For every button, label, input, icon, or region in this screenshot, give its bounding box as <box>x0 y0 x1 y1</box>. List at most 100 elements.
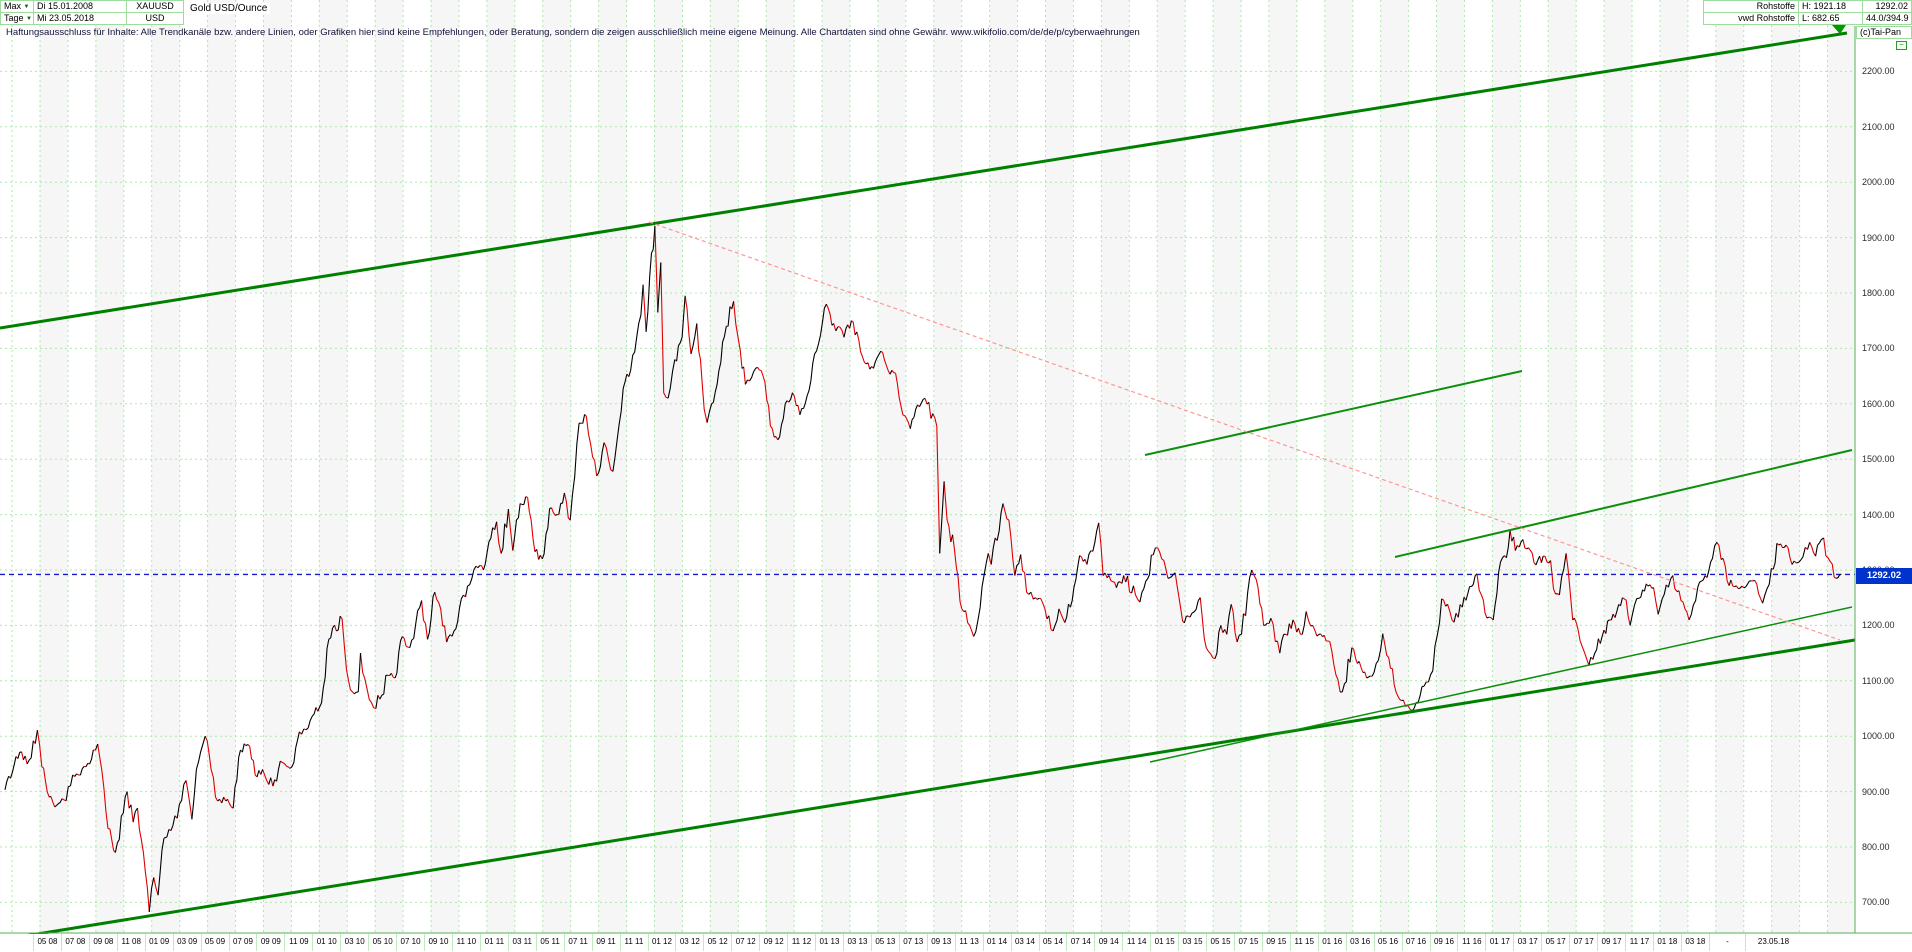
disclaimer-text: Haftungsausschluss für Inhalte: Alle Tre… <box>6 27 1140 38</box>
x-axis-label: 03 09 <box>172 934 201 951</box>
y-axis-label: 1000.00 <box>1862 731 1895 741</box>
x-axis-label: 11 13 <box>954 934 983 951</box>
end-date-cell: Mi 23.05.2018 <box>33 12 127 25</box>
copyright-cell: (c)Tai-Pan <box>1856 26 1912 39</box>
x-axis-label: 05 16 <box>1373 934 1402 951</box>
x-axis-label: 03 16 <box>1345 934 1374 951</box>
x-axis-label: 03 18 <box>1680 934 1709 951</box>
x-axis-label: 05 08 <box>33 934 61 951</box>
provider-cell: vwd Rohstoffe <box>1703 12 1799 25</box>
x-axis-label: 11 08 <box>116 934 145 951</box>
chevron-down-icon: ▼ <box>26 16 32 22</box>
period-dropdown[interactable]: Tage ▼ <box>0 12 34 25</box>
period-label: Tage <box>4 13 24 23</box>
x-axis-end-date: 23.05.18 <box>1745 934 1801 951</box>
x-axis-label: 07 17 <box>1569 934 1597 951</box>
x-axis-label: 01 17 <box>1485 934 1513 951</box>
x-axis-label: 07 16 <box>1401 934 1430 951</box>
y-axis-label: 700.00 <box>1862 897 1890 907</box>
x-axis-label: 09 16 <box>1429 934 1458 951</box>
y-axis-label: 900.00 <box>1862 787 1890 797</box>
x-axis-label: 05 09 <box>200 934 229 951</box>
y-axis-label: 1800.00 <box>1862 288 1895 298</box>
x-axis: 05 08 07 08 09 08 11 08 01 09 03 09 05 09 07 09… <box>0 934 1912 952</box>
x-axis-label: 07 12 <box>731 934 759 951</box>
x-axis-label: 09 17 <box>1597 934 1625 951</box>
x-axis-label: 05 11 <box>535 934 564 951</box>
y-axis-label: 1700.00 <box>1862 343 1895 353</box>
x-axis-label: 05 12 <box>703 934 731 951</box>
change-info-cell: 44.0/394.9 <box>1862 12 1912 25</box>
x-axis-label: 01 13 <box>815 934 843 951</box>
x-axis-label: 11 16 <box>1457 934 1485 951</box>
x-axis-label: 03 15 <box>1178 934 1206 951</box>
y-axis-label: 1200.00 <box>1862 620 1895 630</box>
main-channel-lower-line <box>0 638 1856 942</box>
x-axis-label: 09 13 <box>926 934 955 951</box>
x-axis-label: 05 13 <box>870 934 899 951</box>
y-axis-label: 800.00 <box>1862 842 1890 852</box>
y-axis-label: 2100.00 <box>1862 122 1895 132</box>
x-axis-label: 09 14 <box>1094 934 1122 951</box>
x-axis-label: 07 14 <box>1066 934 1094 951</box>
x-axis-label: 01 16 <box>1317 934 1346 951</box>
x-axis-label: 03 11 <box>507 934 536 951</box>
x-axis-label: 09 09 <box>256 934 284 951</box>
x-axis-label: 05 10 <box>368 934 396 951</box>
x-axis-label: 03 17 <box>1513 934 1541 951</box>
range-label: Max <box>4 1 22 11</box>
mini-channel-top-line <box>1144 370 1523 456</box>
x-axis-label: 03 14 <box>1010 934 1039 951</box>
y-axis-label: 2000.00 <box>1862 177 1895 187</box>
x-axis-label: 11 15 <box>1289 934 1318 951</box>
mini-channel-bottom-line <box>1149 606 1853 763</box>
y-axis-label: 1600.00 <box>1862 399 1895 409</box>
x-axis-label: 11 11 <box>619 934 648 951</box>
mini-channel-middle-line <box>1394 449 1853 558</box>
x-axis-label: 09 15 <box>1261 934 1290 951</box>
collapse-button[interactable]: − <box>1896 41 1907 50</box>
x-axis-label: 01 12 <box>647 934 676 951</box>
price-line-up-segments <box>4 225 1842 913</box>
y-axis-label: 1900.00 <box>1862 233 1895 243</box>
x-axis-label: 07 08 <box>60 934 89 951</box>
x-axis-label: 07 13 <box>898 934 927 951</box>
y-axis-label: 1400.00 <box>1862 510 1895 520</box>
x-axis-separator: - <box>1709 934 1745 951</box>
x-axis-label: 11 17 <box>1625 934 1653 951</box>
x-axis-label: 01 15 <box>1150 934 1178 951</box>
x-axis-label: 03 10 <box>340 934 368 951</box>
x-axis-label: 01 11 <box>479 934 508 951</box>
x-axis-label: 07 09 <box>228 934 257 951</box>
chart-title: Gold USD/Ounce <box>187 3 271 14</box>
plot-background <box>0 0 1855 933</box>
x-axis-label: 11 12 <box>787 934 815 951</box>
price-line-down-segments <box>8 225 1837 913</box>
x-axis-label: 11 14 <box>1122 934 1150 951</box>
x-axis-label: 09 08 <box>88 934 117 951</box>
x-axis-label: 07 11 <box>563 934 592 951</box>
x-axis-label: 11 10 <box>451 934 480 951</box>
main-channel-upper-line <box>0 31 1848 330</box>
x-axis-label: 09 12 <box>759 934 787 951</box>
chevron-down-icon: ▼ <box>23 4 30 10</box>
x-axis-label: 03 12 <box>675 934 703 951</box>
y-axis-label: 1500.00 <box>1862 454 1895 464</box>
downtrend-dashed-line <box>648 221 1841 641</box>
x-axis-label: 01 10 <box>312 934 340 951</box>
currency-cell: USD <box>126 12 184 25</box>
trendline-end-marker-icon <box>1832 25 1846 34</box>
x-axis-label: 05 15 <box>1206 934 1234 951</box>
x-axis-label: 01 14 <box>982 934 1011 951</box>
x-axis-label: 09 11 <box>591 934 620 951</box>
x-axis-label: 01 09 <box>144 934 173 951</box>
x-axis-label: 03 13 <box>843 934 871 951</box>
y-axis-label: 1100.00 <box>1862 676 1894 686</box>
x-axis-label: 07 15 <box>1234 934 1262 951</box>
x-axis-label: 05 14 <box>1038 934 1067 951</box>
x-axis-label: 07 10 <box>396 934 424 951</box>
gridlines <box>0 0 1855 933</box>
x-axis-label: 01 18 <box>1652 934 1681 951</box>
